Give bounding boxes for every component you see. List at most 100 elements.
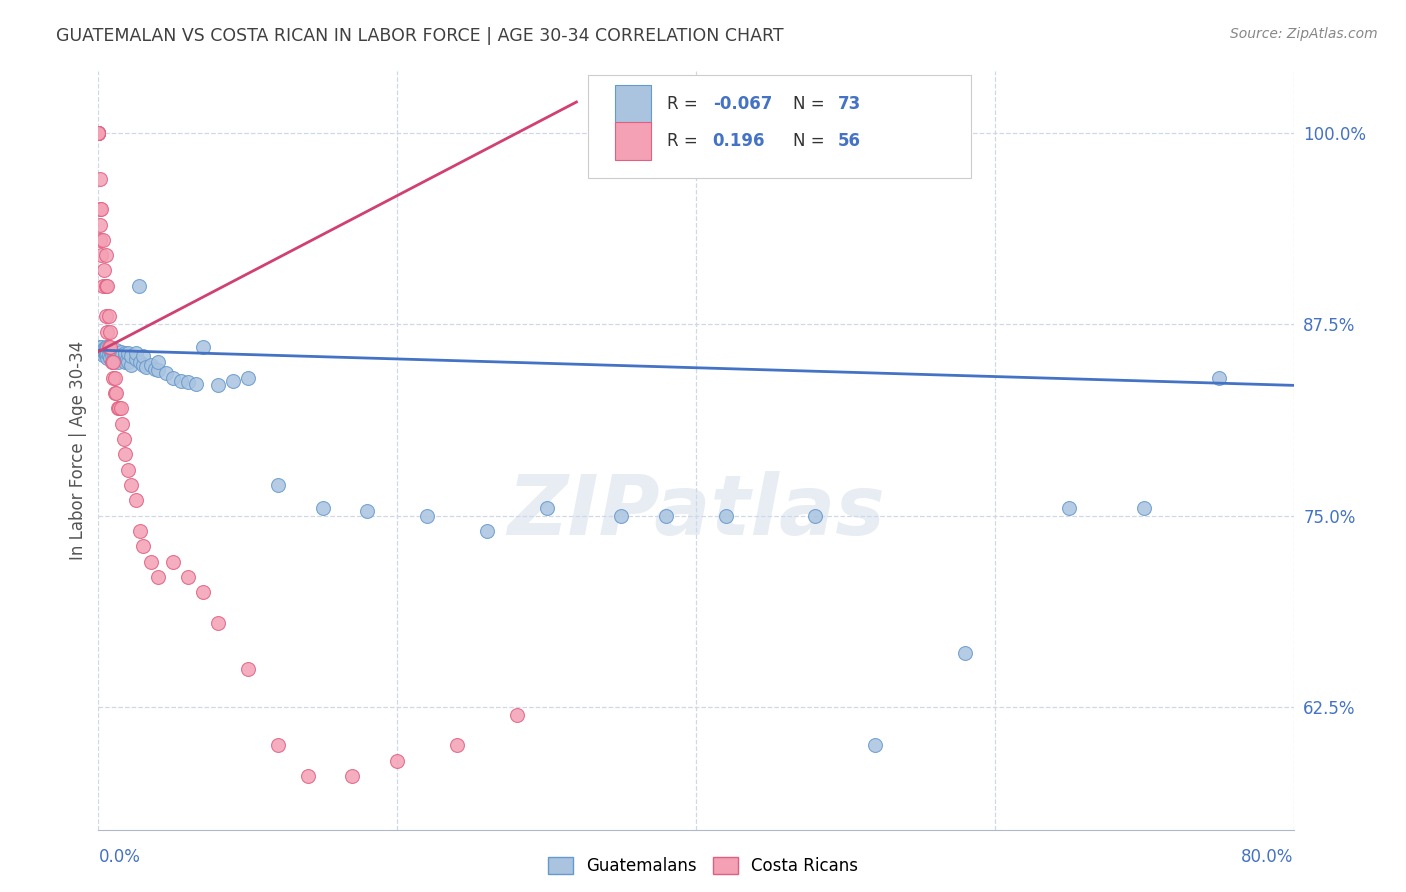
Point: [91, 233, 114, 247]
Point: [297, 769, 319, 783]
Point: [129, 524, 152, 538]
Point: [155, 366, 177, 380]
Point: [1059, 500, 1081, 515]
Point: [96, 340, 118, 354]
Point: [148, 355, 170, 369]
Point: [90, 248, 112, 262]
Point: [97, 348, 120, 362]
Point: [87, 126, 110, 140]
Point: [93, 342, 115, 356]
Point: [446, 739, 468, 753]
Point: [125, 493, 148, 508]
Point: [1208, 370, 1230, 384]
Point: [120, 359, 142, 373]
Point: [148, 363, 170, 377]
Point: [108, 401, 131, 416]
Point: [475, 524, 498, 538]
Point: [87, 126, 110, 140]
Point: [714, 508, 737, 523]
Point: [98, 325, 122, 339]
Point: [104, 386, 127, 401]
Point: [110, 344, 132, 359]
Point: [112, 352, 135, 367]
Point: [101, 348, 124, 362]
Point: [89, 171, 111, 186]
Point: [89, 233, 111, 247]
Point: [207, 378, 229, 392]
Point: [1133, 500, 1156, 515]
Point: [132, 359, 155, 373]
Point: [96, 278, 118, 293]
Point: [105, 343, 128, 358]
Point: [222, 374, 245, 388]
Point: [865, 739, 887, 753]
Point: [120, 478, 142, 492]
Point: [89, 344, 111, 359]
Point: [111, 348, 134, 362]
Text: R =: R =: [668, 95, 703, 113]
Point: [91, 348, 114, 362]
Point: [117, 346, 139, 360]
Point: [356, 504, 378, 518]
Point: [105, 386, 128, 401]
Point: [114, 355, 136, 369]
Point: [94, 348, 117, 362]
Point: [90, 344, 112, 359]
Text: 56: 56: [838, 132, 862, 150]
Point: [98, 340, 122, 354]
Point: [120, 349, 142, 363]
Point: [107, 401, 129, 416]
Point: [184, 376, 207, 391]
Text: 0.0%: 0.0%: [98, 848, 141, 866]
Point: [101, 355, 124, 369]
Point: [117, 355, 139, 369]
Text: ZIPatlas: ZIPatlas: [508, 471, 884, 551]
Point: [506, 707, 529, 722]
Point: [87, 126, 110, 140]
Point: [94, 310, 117, 324]
Point: [87, 126, 110, 140]
Point: [342, 769, 364, 783]
Text: 80.0%: 80.0%: [1241, 848, 1294, 866]
Point: [416, 508, 439, 523]
Y-axis label: In Labor Force | Age 30-34: In Labor Force | Age 30-34: [69, 341, 87, 560]
Point: [87, 126, 110, 140]
Point: [94, 248, 117, 262]
Point: [191, 340, 214, 354]
Point: [111, 417, 134, 431]
Point: [953, 647, 976, 661]
Text: -0.067: -0.067: [713, 95, 772, 113]
Point: [105, 351, 128, 365]
Point: [125, 346, 148, 360]
Point: [98, 351, 122, 365]
Point: [139, 554, 162, 568]
Point: [93, 263, 115, 277]
Text: 0.196: 0.196: [713, 132, 765, 150]
Point: [93, 344, 115, 359]
Point: [87, 344, 110, 359]
Point: [125, 352, 148, 367]
Point: [114, 346, 136, 360]
Point: [96, 346, 118, 360]
Point: [98, 343, 122, 358]
Point: [115, 352, 138, 367]
Point: [96, 325, 118, 339]
Text: GUATEMALAN VS COSTA RICAN IN LABOR FORCE | AGE 30-34 CORRELATION CHART: GUATEMALAN VS COSTA RICAN IN LABOR FORCE…: [56, 27, 785, 45]
Point: [96, 351, 118, 365]
Point: [104, 370, 127, 384]
Point: [90, 340, 112, 354]
Point: [128, 278, 150, 293]
Point: [191, 585, 214, 599]
Point: [267, 739, 290, 753]
Point: [107, 355, 129, 369]
Point: [112, 432, 135, 446]
Point: [108, 348, 131, 362]
Point: [110, 352, 132, 367]
Text: N =: N =: [793, 95, 830, 113]
Point: [97, 310, 120, 324]
Point: [89, 344, 111, 359]
Point: [87, 126, 110, 140]
Point: [267, 478, 290, 492]
Point: [89, 218, 111, 232]
Point: [103, 344, 125, 359]
